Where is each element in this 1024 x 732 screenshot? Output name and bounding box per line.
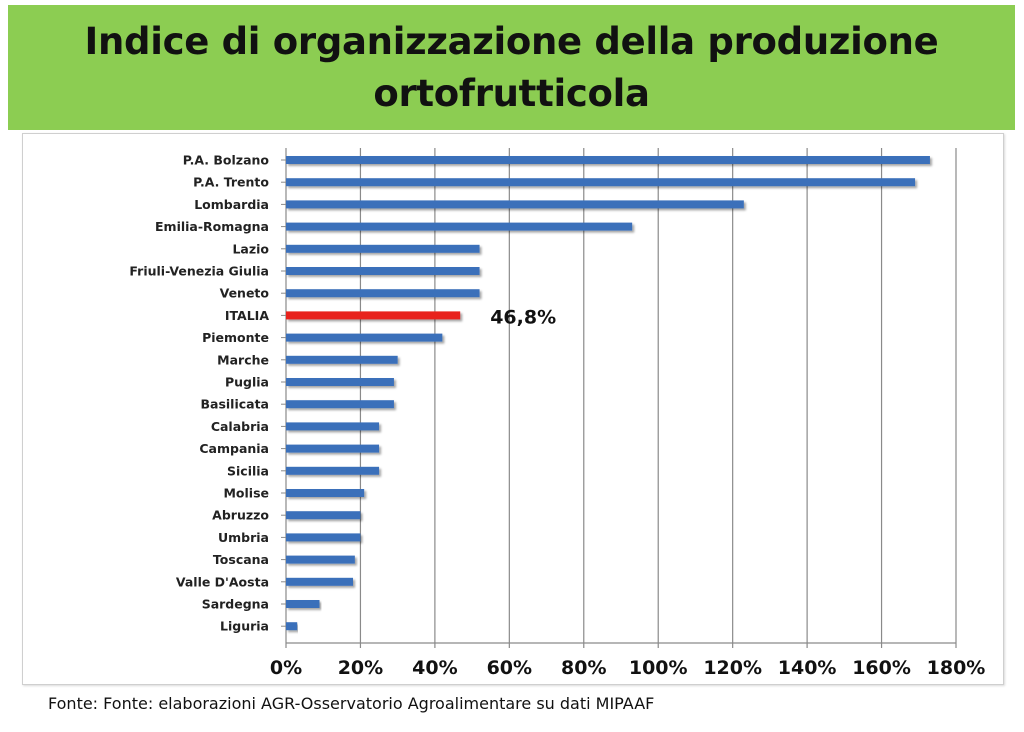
title-banner: Indice di organizzazione della produzion… [8, 5, 1015, 130]
category-label: Valle D'Aosta [176, 574, 269, 589]
x-tick-label: 40% [412, 657, 457, 679]
category-label: Toscana [213, 552, 269, 567]
bar-highlight [286, 311, 461, 320]
category-label: Sicilia [227, 463, 269, 478]
bar [286, 622, 298, 631]
category-label: Piemonte [202, 330, 269, 345]
category-label: Puglia [225, 375, 269, 390]
x-tick-label: 80% [561, 657, 606, 679]
bar [286, 355, 398, 364]
bar [286, 333, 443, 342]
bar [286, 600, 320, 608]
bar [286, 178, 916, 187]
x-tick-label: 60% [487, 657, 532, 679]
bar [286, 200, 744, 209]
bar [286, 533, 361, 542]
category-label: Friuli-Venezia Giulia [129, 264, 269, 279]
bar [286, 444, 380, 453]
bar [286, 400, 394, 409]
category-label: Marche [217, 352, 269, 367]
x-tick-label: 100% [629, 657, 688, 679]
category-label: Lazio [232, 241, 269, 256]
bar [286, 555, 355, 564]
bar [286, 378, 394, 386]
bar [286, 511, 361, 520]
category-label: Molise [223, 486, 269, 501]
bar [286, 244, 480, 253]
category-label: Emilia-Romagna [155, 219, 269, 234]
bar [286, 267, 480, 275]
bar [286, 466, 380, 475]
category-label: Lombardia [194, 197, 269, 212]
bar-chart: 0% 20% 40% 60% 80% 100% 120% 140% 160% 180% P.A. B… [129, 148, 986, 679]
category-label: ITALIA [225, 308, 269, 323]
x-tick-label: 20% [338, 657, 383, 679]
category-label: P.A. Bolzano [183, 153, 270, 168]
source-note: Fonte: Fonte: elaborazioni AGR-Osservato… [48, 694, 655, 713]
x-tick-label: 0% [270, 657, 302, 679]
chart-frame: 0% 20% 40% 60% 80% 100% 120% 140% 160% 180% P.A. B… [22, 133, 1004, 685]
slide-title: Indice di organizzazione della produzion… [84, 19, 939, 115]
category-label: Veneto [220, 286, 270, 301]
category-label: Umbria [218, 530, 269, 545]
category-label: Abruzzo [212, 508, 269, 523]
bar [286, 489, 365, 497]
bar [286, 289, 480, 298]
bar [286, 422, 380, 431]
x-tick-label: 160% [852, 657, 911, 679]
category-label: Campania [199, 441, 269, 456]
category-label: Sardegna [202, 597, 269, 612]
bar [286, 577, 353, 586]
x-tick-label: 120% [703, 657, 762, 679]
bar [286, 222, 633, 231]
bar [286, 156, 930, 164]
category-label: Calabria [211, 419, 269, 434]
x-tick-label: 140% [778, 657, 837, 679]
category-label: Basilicata [200, 397, 269, 412]
category-label: P.A. Trento [193, 175, 269, 190]
x-tick-label: 180% [927, 657, 986, 679]
data-label: 46,8% [490, 306, 556, 328]
category-label: Liguria [220, 619, 269, 634]
